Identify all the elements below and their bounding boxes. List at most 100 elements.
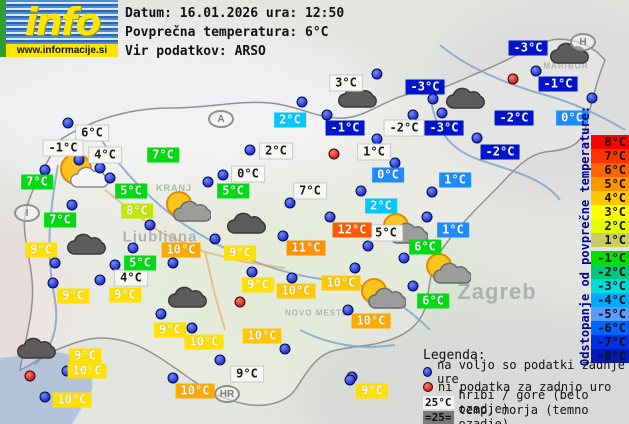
scale-step: 7°C (591, 149, 629, 163)
scale-step: -1°C (591, 251, 629, 265)
temp-label: 10°C (242, 328, 282, 344)
temp-label: 3°C (330, 75, 362, 91)
scale-step: -2°C (591, 265, 629, 279)
temp-label: -2°C (494, 110, 534, 126)
temp-label: 0°C (372, 167, 404, 183)
cloud-icon (225, 211, 269, 241)
scale-step: 8°C (591, 135, 629, 149)
temp-label: -1°C (43, 140, 83, 156)
temperature-deviation-scale: 8°C 7°C 6°C 5°C 4°C 3°C 2°C 1°C -1°C -2°C -3°C -4°C… (591, 135, 629, 363)
scale-title: Odstopanje od povprečne temperature: (578, 105, 592, 366)
temp-label: 10°C (67, 363, 107, 379)
legend-item: ni podatka za zadnjo uro (423, 380, 629, 394)
logo-url-link[interactable]: www.informacije.si (6, 44, 118, 57)
temp-label: 1°C (358, 144, 390, 160)
temp-label: 10°C (184, 334, 224, 350)
cloud-icon (65, 232, 109, 262)
temp-label: 10°C (351, 313, 391, 329)
temp-label: 2°C (365, 198, 397, 214)
blue-station-dot (104, 172, 116, 184)
logo-word: info (24, 0, 102, 44)
city-label: MARIBOR (543, 61, 589, 71)
legend-item: =25= temp. morja (temno ozadje) (423, 403, 629, 424)
temp-label: -1°C (538, 76, 578, 92)
temp-label: 4°C (115, 270, 147, 286)
blue-station-dot (217, 169, 229, 181)
scale-step: 5°C (591, 177, 629, 191)
temp-label: 10°C (161, 242, 201, 258)
scale-step: 1°C (591, 233, 629, 247)
blue-station-dot (62, 117, 74, 129)
blue-station-dot (277, 230, 289, 242)
legend-item: 25°C hribi / gore (belo ozadje) (423, 388, 629, 416)
city-label: NOVO MESTO (284, 308, 350, 318)
cloud-icon (15, 336, 59, 366)
blue-station-dot (244, 144, 256, 156)
blue-station-dot (94, 274, 106, 286)
temp-label: 9°C (242, 277, 274, 293)
scale-step: 4°C (591, 191, 629, 205)
site-logo[interactable]: info www.informacije.si (0, 0, 118, 57)
scale-step: -6°C (591, 321, 629, 335)
map-header: Datum: 16.01.2026 ura: 12:50 Povprečna te… (125, 4, 344, 61)
blue-station-dot (202, 176, 214, 188)
blue-station-dot (66, 199, 78, 211)
blue-station-dot (246, 266, 258, 278)
city-label: Ljubljana (122, 228, 198, 246)
scale-step: 3°C (591, 205, 629, 219)
blue-station-dot (167, 257, 179, 269)
blue-station-dot (362, 240, 374, 252)
temp-label: -3°C (405, 79, 445, 95)
blue-station-dot (421, 211, 433, 223)
temp-label: 10°C (175, 383, 215, 399)
blue-station-dot (349, 262, 361, 274)
temp-label: -3°C (424, 120, 464, 136)
scale-step: -3°C (591, 279, 629, 293)
temp-label: 6°C (76, 125, 108, 141)
blue-station-dot (296, 96, 308, 108)
legend: Legenda: na voljo so podatki zadnje ure n… (423, 348, 629, 424)
temp-label: 10°C (52, 392, 92, 408)
city-label: KRANJ (155, 183, 193, 193)
blue-station-dot (127, 242, 139, 254)
blue-station-dot (286, 272, 298, 284)
red-station-dot (328, 148, 340, 160)
blue-station-dot (371, 68, 383, 80)
temp-label: 0°C (232, 166, 264, 182)
temp-label: 9°C (154, 322, 186, 338)
road-sign-i: I (14, 204, 40, 222)
temp-label: 9°C (25, 242, 57, 258)
blue-station-dot (344, 374, 356, 386)
legend-item-text: na voljo so podatki zadnje ure (437, 358, 625, 386)
temp-label: 6°C (409, 239, 441, 255)
scale-step: -8°C (591, 349, 629, 363)
sun-cloud-icon (419, 251, 472, 293)
road-sign-hr: HR (214, 385, 240, 403)
blue-station-dot (73, 154, 85, 166)
blue-station-dot (209, 233, 221, 245)
blue-station-dot (355, 185, 367, 197)
blue-station-dot (167, 372, 179, 384)
legend-item-text: temp. morja (temno ozadje) (458, 403, 589, 424)
blue-station-dot (530, 65, 542, 77)
red-dot-icon (423, 382, 433, 392)
scale-step: -7°C (591, 335, 629, 349)
temp-label: 4°C (89, 147, 121, 163)
temp-label: 5°C (124, 255, 156, 271)
temp-label: 1°C (437, 222, 469, 238)
blue-station-dot (407, 280, 419, 292)
temp-label: 9°C (69, 348, 101, 364)
dark-box-icon: =25= (423, 410, 454, 424)
cloud-icon (444, 86, 488, 116)
logo-stripes: info (6, 0, 118, 44)
white-box-icon: 25°C (423, 395, 454, 409)
temp-label: 12°C (332, 222, 372, 238)
legend-item-text: hribi / gore (belo ozadje) (458, 388, 589, 416)
temp-label: 9°C (231, 366, 263, 382)
blue-station-dot (407, 109, 419, 121)
blue-station-dot (214, 354, 226, 366)
temp-label: 6°C (417, 293, 449, 309)
city-label: Zagreb (457, 279, 537, 304)
temp-label: 7°C (21, 174, 53, 190)
